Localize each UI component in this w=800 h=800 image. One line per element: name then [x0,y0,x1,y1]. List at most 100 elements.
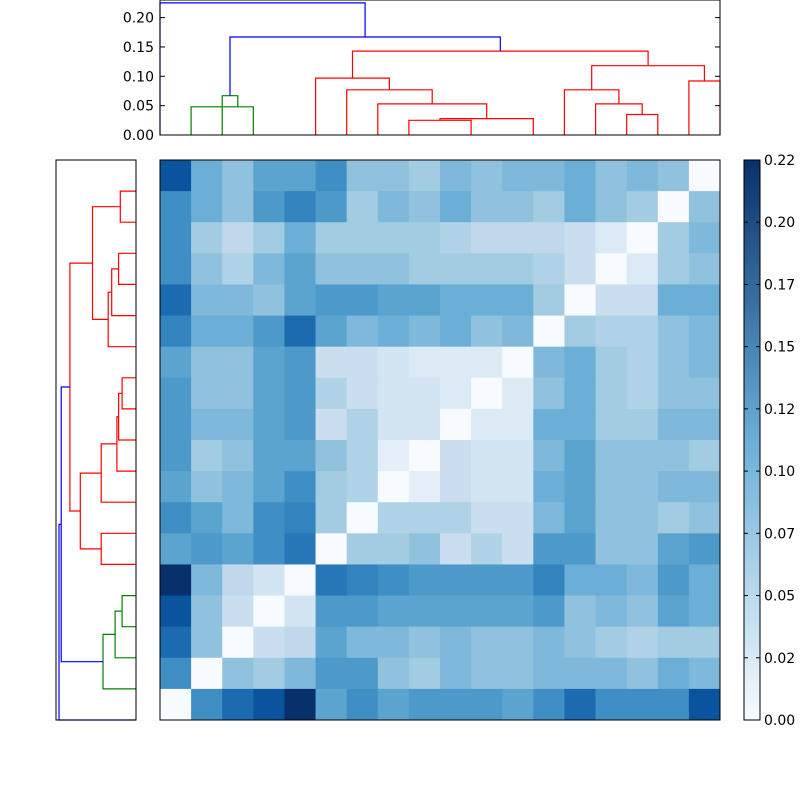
heatmap-cell [253,253,285,285]
heatmap-cell [191,191,223,223]
top-dendrogram [159,2,721,135]
heatmap-cell [688,253,721,285]
colorbar-tick-label: 0.22 [764,153,795,169]
heatmap-cell [160,160,192,192]
heatmap-cell [595,688,628,721]
heatmap-cell [253,315,285,348]
heatmap-cell [533,440,565,472]
heatmap-cell [315,191,348,223]
heatmap-cell [564,564,596,596]
heatmap-cell [191,160,223,192]
heatmap-cell [502,346,534,379]
left-dendrogram-link [91,206,121,320]
heatmap-cell [440,377,472,410]
heatmap-cell [315,533,348,565]
heatmap-cell [440,346,472,379]
heatmap-cell [626,253,659,285]
heatmap-cell [253,191,285,223]
heatmap-cell [440,626,472,659]
heatmap-cell [408,377,441,410]
heatmap-cell [471,160,503,192]
left-dendrogram-link [111,268,136,317]
heatmap-cell [626,284,659,316]
colorbar-tick-label: 0.12 [764,402,795,418]
heatmap-cell [502,284,534,316]
heatmap-cell [595,346,628,379]
heatmap-cell [346,564,379,596]
heatmap-cell [222,191,254,223]
heatmap-cell [502,688,534,721]
top-dendrogram-frame [159,0,721,136]
heatmap-cell [471,688,503,721]
heatmap-cell [191,346,223,379]
heatmap-cell [533,533,565,565]
colorbar-tick-label: 0.20 [764,215,795,231]
y-tick-label: 0.00 [123,128,154,144]
heatmap-cell [502,222,534,254]
heatmap-cell [284,377,316,410]
heatmap-cell [377,377,410,410]
heatmap-cell [502,595,534,628]
heatmap-cell [284,502,316,534]
heatmap-cell [377,471,410,503]
heatmap-cell [346,595,379,628]
heatmap-cell [688,595,721,628]
heatmap-cell [626,408,659,441]
heatmap-cell [315,595,348,628]
left-dendrogram-link [116,416,136,472]
heatmap-cell [222,253,254,285]
heatmap-cell [222,284,254,316]
heatmap-cell [471,595,503,628]
heatmap-cell [626,377,659,410]
heatmap-cell [253,657,285,690]
heatmap-cell [377,564,410,596]
heatmap-cell [222,160,254,192]
heatmap-cell [688,533,721,565]
heatmap-cell [222,502,254,534]
heatmap-cell [160,533,192,565]
heatmap-cell [160,315,192,348]
heatmap-cell [160,284,192,316]
heatmap-cell [346,377,379,410]
heatmap-cell [471,284,503,316]
heatmap-cell [471,471,503,503]
heatmap-cell [440,502,472,534]
heatmap-cell [595,626,628,659]
heatmap-cell [315,502,348,534]
heatmap-cell [191,253,223,285]
heatmap-cell [377,284,410,316]
heatmap-cell [502,377,534,410]
heatmap-cell [408,564,441,596]
heatmap-cell [284,346,316,379]
heatmap-cell [440,160,472,192]
heatmap-cell [440,533,472,565]
heatmap-cell [408,471,441,503]
heatmap-cell [564,657,596,690]
heatmap-cell [191,377,223,410]
heatmap-cell [657,284,690,316]
colorbar-gradient [743,159,761,721]
heatmap-cell [440,222,472,254]
heatmap-cell [253,160,285,192]
heatmap-cell [408,191,441,223]
heatmap-cell [595,377,628,410]
heatmap-cell [284,191,316,223]
heatmap-cell [160,502,192,534]
heatmap-cell [595,533,628,565]
heatmap-cell [160,471,192,503]
heatmap-cell [315,160,348,192]
left-dendrogram-link [69,262,93,512]
heatmap-cell [595,160,628,192]
heatmap-cell [253,408,285,441]
heatmap-cell [408,408,441,441]
heatmap-cell [160,377,192,410]
heatmap-cell [253,222,285,254]
top-dendrogram-link [351,50,649,79]
heatmap-cell [377,253,410,285]
axes-frames [55,0,721,721]
heatmap-cell [408,595,441,628]
heatmap-cell [471,502,503,534]
heatmap-cell [377,595,410,628]
heatmap-cell [253,440,285,472]
heatmap-cell [315,626,348,659]
